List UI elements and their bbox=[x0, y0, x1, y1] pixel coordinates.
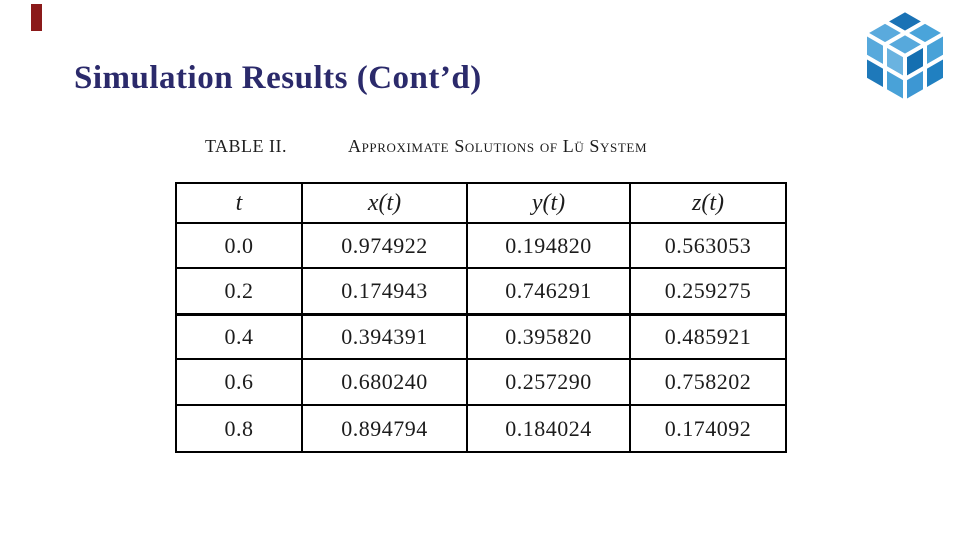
cell-t: 0.8 bbox=[175, 404, 303, 453]
cell-z: 0.758202 bbox=[629, 358, 787, 406]
table-header-row: t x(t) y(t) z(t) bbox=[175, 182, 787, 224]
column-header-t: t bbox=[175, 182, 303, 224]
cell-t: 0.4 bbox=[175, 313, 303, 360]
cell-z: 0.174092 bbox=[629, 404, 787, 453]
page-title: Simulation Results (Cont’d) bbox=[74, 60, 482, 96]
cell-y: 0.194820 bbox=[466, 222, 631, 269]
cell-x: 0.174943 bbox=[301, 267, 468, 316]
table-caption: TABLE II. Approximate Solutions of Lü Sy… bbox=[0, 136, 960, 160]
cell-t: 0.2 bbox=[175, 267, 303, 316]
cell-y: 0.746291 bbox=[466, 267, 631, 316]
cell-z: 0.259275 bbox=[629, 267, 787, 316]
solutions-table: t x(t) y(t) z(t) 0.0 0.974922 0.194820 0… bbox=[175, 182, 787, 453]
cube-logo-icon bbox=[863, 8, 947, 104]
table-row: 0.2 0.174943 0.746291 0.259275 bbox=[175, 267, 787, 316]
column-header-y: y(t) bbox=[466, 182, 631, 224]
cell-t: 0.0 bbox=[175, 222, 303, 269]
cell-x: 0.680240 bbox=[301, 358, 468, 406]
cell-z: 0.485921 bbox=[629, 313, 787, 360]
cell-x: 0.974922 bbox=[301, 222, 468, 269]
table-row: 0.4 0.394391 0.395820 0.485921 bbox=[175, 313, 787, 360]
cell-y: 0.257290 bbox=[466, 358, 631, 406]
table-row: 0.0 0.974922 0.194820 0.563053 bbox=[175, 222, 787, 269]
cell-x: 0.394391 bbox=[301, 313, 468, 360]
column-header-z: z(t) bbox=[629, 182, 787, 224]
table-caption-label: TABLE II. bbox=[205, 136, 288, 156]
table-row: 0.8 0.894794 0.184024 0.174092 bbox=[175, 404, 787, 453]
cell-x: 0.894794 bbox=[301, 404, 468, 453]
table-caption-title: Approximate Solutions of Lü System bbox=[348, 136, 648, 156]
cell-y: 0.184024 bbox=[466, 404, 631, 453]
cell-t: 0.6 bbox=[175, 358, 303, 406]
table-row: 0.6 0.680240 0.257290 0.758202 bbox=[175, 358, 787, 406]
cell-y: 0.395820 bbox=[466, 313, 631, 360]
accent-bar bbox=[31, 4, 42, 31]
column-header-x: x(t) bbox=[301, 182, 468, 224]
cell-z: 0.563053 bbox=[629, 222, 787, 269]
